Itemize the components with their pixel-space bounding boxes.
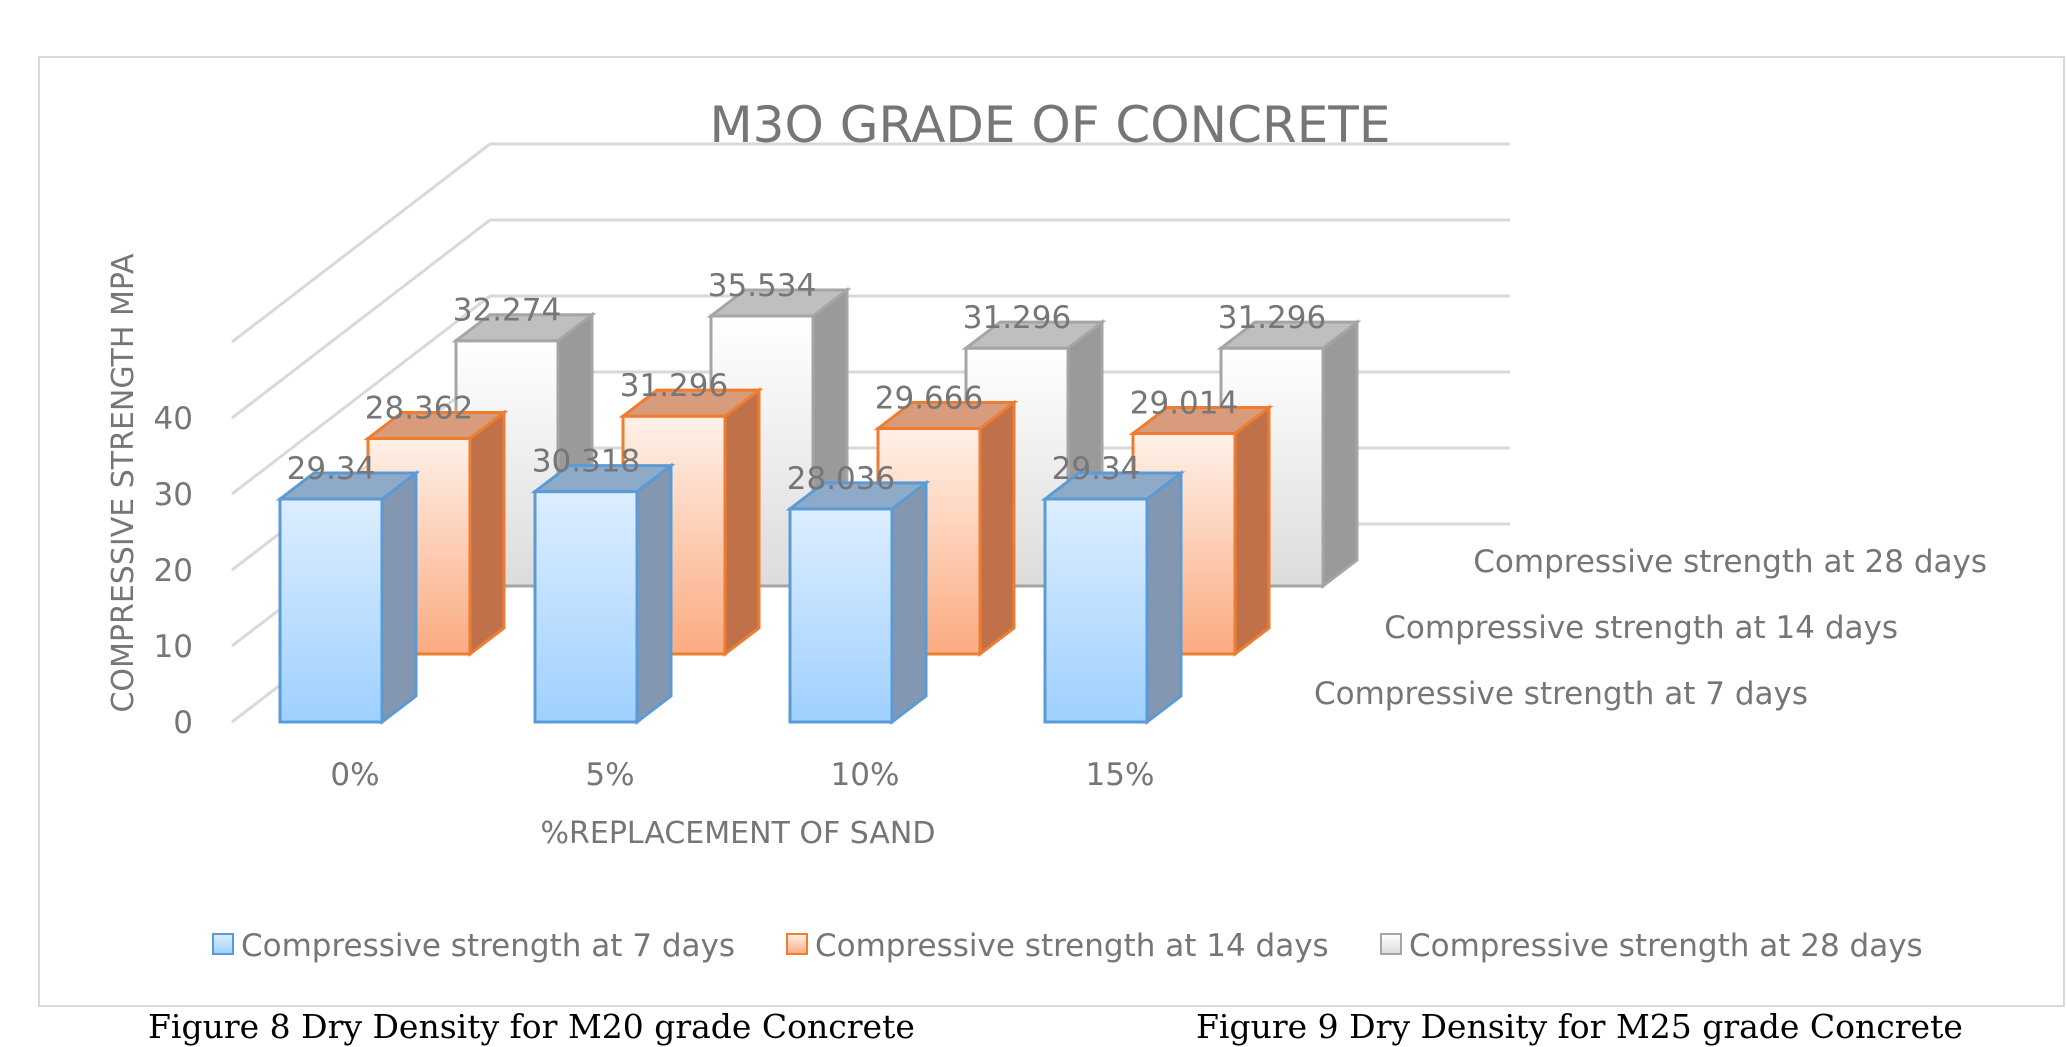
x-axis-categories: 0% 5% 10% 15%: [330, 757, 1154, 793]
bar-top: [706, 288, 852, 318]
legend-swatch: [1380, 933, 1402, 955]
chart-canvas: M3O GRADE OF CONCRETE 32.27435.53431.296…: [106, 96, 1987, 964]
bar-side: [635, 462, 673, 726]
bar-side: [723, 387, 761, 658]
gridline-side: [231, 294, 491, 496]
bar-top: [1040, 471, 1186, 501]
x-tick-label: 10%: [831, 757, 900, 793]
y-tick-label: 30: [154, 477, 193, 513]
depth-series-label: Compressive strength at 28 days: [1473, 544, 1987, 580]
data-label: 28.036: [787, 461, 895, 497]
bar-side: [1145, 469, 1183, 726]
bar-side: [978, 399, 1016, 658]
data-label: 35.534: [708, 268, 816, 304]
x-tick-label: 0%: [330, 757, 379, 793]
x-tick-label: 15%: [1086, 757, 1155, 793]
data-label: 29.34: [287, 451, 376, 487]
data-label: 30.318: [532, 444, 640, 480]
gridline-side: [231, 218, 491, 420]
gridline-side: [231, 370, 491, 572]
bar-front: [278, 497, 384, 724]
data-label: 28.362: [365, 390, 473, 426]
bar-top: [618, 388, 764, 418]
bar-top: [530, 464, 676, 494]
y-tick-label: 10: [154, 629, 193, 665]
bar-side: [1233, 404, 1271, 658]
figure-caption-right: Figure 9 Dry Density for M25 grade Concr…: [1196, 1007, 1963, 1046]
bar-front: [788, 507, 894, 724]
bars: [275, 286, 1362, 726]
data-label: 31.296: [963, 300, 1071, 336]
bar-front: [1043, 497, 1149, 724]
legend-swatch: [786, 933, 808, 955]
bar-top: [1128, 405, 1274, 435]
bar-top: [785, 481, 931, 511]
bar-top: [451, 313, 597, 343]
y-axis-label: COMPRESSIVE STRENGTH MPA: [106, 253, 141, 713]
figure-caption-left: Figure 8 Dry Density for M20 grade Concr…: [148, 1007, 915, 1046]
y-axis-ticks: 0 10 20 30 40: [154, 401, 193, 741]
data-label: 29.014: [1130, 385, 1238, 421]
bar-top: [1216, 320, 1362, 350]
y-tick-label: 40: [154, 401, 193, 437]
x-tick-label: 5%: [585, 757, 634, 793]
x-axis-label: %REPLACEMENT OF SAND: [541, 816, 936, 851]
data-label: 32.274: [453, 293, 561, 329]
bar-top: [873, 401, 1019, 431]
bar-side: [380, 469, 418, 726]
bar-top: [363, 410, 509, 440]
gridline-side: [231, 142, 491, 344]
data-label: 29.34: [1052, 451, 1141, 487]
bar-side: [1321, 319, 1359, 590]
legend-label: Compressive strength at 28 days: [1409, 928, 1923, 964]
depth-series-label: Compressive strength at 7 days: [1314, 676, 1808, 712]
legend: Compressive strength at 7 days Compressiv…: [212, 928, 1923, 964]
data-label: 31.296: [620, 368, 728, 404]
bar-side: [468, 409, 506, 658]
data-label: 29.666: [875, 381, 983, 417]
legend-swatch: [212, 933, 234, 955]
data-label: 31.296: [1218, 300, 1326, 336]
data-labels: 32.274 35.534 31.296 31.296 28.362 31.296 29.6…: [287, 268, 1327, 497]
legend-label: Compressive strength at 14 days: [815, 928, 1329, 964]
bar-front: [533, 490, 639, 724]
depth-series-label: Compressive strength at 14 days: [1384, 610, 1898, 646]
depth-axis-labels: Compressive strength at 7 days Compressiv…: [1314, 544, 1987, 712]
legend-label: Compressive strength at 7 days: [241, 928, 735, 964]
bar-top: [961, 320, 1107, 350]
y-tick-label: 0: [173, 705, 193, 741]
bar-top: [275, 471, 421, 501]
y-tick-label: 20: [154, 553, 193, 589]
bar-side: [890, 479, 928, 726]
